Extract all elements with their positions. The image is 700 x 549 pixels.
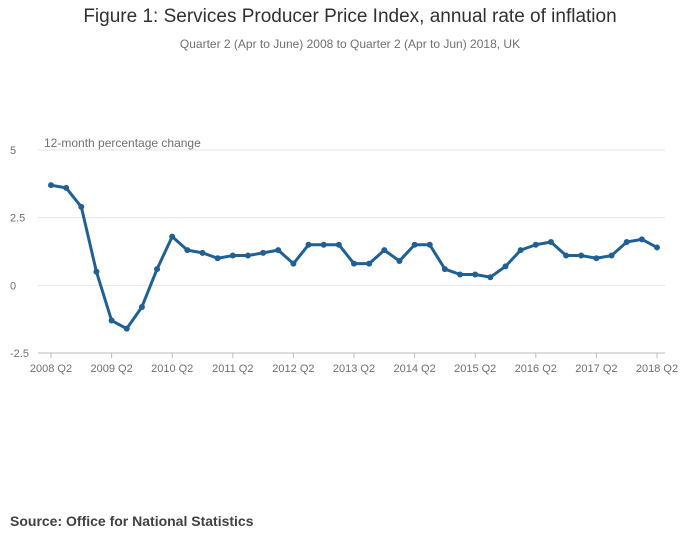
data-point[interactable] — [547, 239, 554, 246]
data-point[interactable] — [229, 252, 236, 259]
x-tick-label: 2010 Q2 — [151, 363, 193, 375]
y-axis: -2.5 0 2.5 5 — [10, 145, 29, 360]
data-point[interactable] — [78, 203, 85, 210]
data-point[interactable] — [623, 239, 630, 246]
data-point[interactable] — [184, 247, 191, 254]
data-point[interactable] — [154, 266, 161, 273]
y-tick-label: 5 — [10, 145, 16, 157]
data-point[interactable] — [517, 247, 524, 254]
data-point[interactable] — [381, 247, 388, 254]
data-point[interactable] — [502, 263, 509, 270]
data-point[interactable] — [260, 249, 267, 256]
x-tick-label: 2011 Q2 — [212, 363, 253, 375]
x-tick-label: 2018 Q2 — [636, 363, 678, 375]
data-point[interactable] — [563, 252, 570, 259]
x-tick-label: 2013 Q2 — [333, 363, 375, 375]
data-point[interactable] — [275, 247, 282, 254]
data-point[interactable] — [411, 241, 418, 248]
source-note: Source: Office for National Statistics — [10, 513, 254, 529]
x-tick-label: 2014 Q2 — [393, 363, 435, 375]
chart-title: Figure 1: Services Producer Price Index,… — [83, 6, 617, 27]
data-point[interactable] — [593, 255, 600, 262]
data-point[interactable] — [638, 236, 645, 243]
data-point[interactable] — [335, 241, 342, 248]
data-point[interactable] — [426, 241, 433, 248]
gridlines — [38, 149, 665, 286]
data-point[interactable] — [396, 257, 403, 264]
y-axis-label: 12-month percentage change — [44, 136, 201, 150]
data-point[interactable] — [457, 271, 464, 278]
data-point[interactable] — [63, 184, 70, 191]
data-points — [48, 182, 660, 332]
x-tick-label: 2017 Q2 — [575, 363, 617, 375]
data-point[interactable] — [608, 252, 615, 259]
data-point[interactable] — [320, 241, 327, 248]
x-tick-label: 2016 Q2 — [515, 363, 557, 375]
data-point[interactable] — [578, 252, 585, 259]
data-point[interactable] — [169, 233, 176, 240]
x-tick-label: 2012 Q2 — [272, 363, 314, 375]
data-point[interactable] — [214, 255, 221, 262]
y-tick-label: -2.5 — [10, 348, 29, 360]
data-point[interactable] — [366, 260, 373, 267]
data-point[interactable] — [93, 268, 100, 275]
data-point[interactable] — [199, 249, 206, 256]
x-tick-label: 2009 Q2 — [90, 363, 132, 375]
data-point[interactable] — [472, 271, 479, 278]
data-point[interactable] — [244, 252, 251, 259]
y-tick-label: 2.5 — [10, 213, 25, 225]
data-point[interactable] — [48, 182, 54, 189]
data-point[interactable] — [351, 260, 357, 267]
x-axis: 2008 Q2 2009 Q2 2010 Q2 2011 Q2 2012 Q2 2013 … — [30, 353, 678, 375]
data-point[interactable] — [487, 274, 494, 281]
data-point[interactable] — [305, 241, 312, 248]
data-point[interactable] — [654, 244, 660, 251]
data-point[interactable] — [123, 325, 130, 332]
data-point[interactable] — [441, 266, 448, 273]
x-tick-label: 2008 Q2 — [30, 363, 72, 375]
data-point[interactable] — [138, 303, 145, 310]
data-point[interactable] — [290, 260, 297, 267]
chart-subtitle: Quarter 2 (Apr to June) 2008 to Quarter … — [179, 37, 521, 51]
x-tick-label: 2015 Q2 — [454, 363, 496, 375]
data-point[interactable] — [108, 317, 115, 324]
y-tick-label: 0 — [10, 280, 16, 292]
data-point[interactable] — [532, 241, 539, 248]
